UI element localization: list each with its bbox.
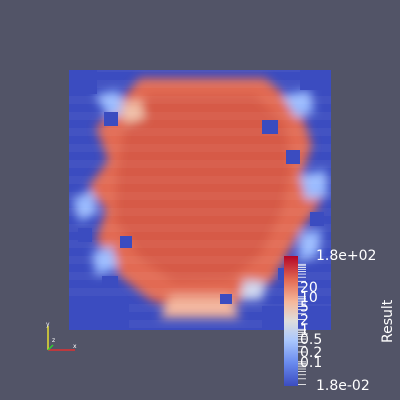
colorbar-tick-label: 10	[300, 290, 318, 306]
colorbar-max-label: 1.8e+02	[316, 248, 376, 264]
colorbar-title: Result	[380, 299, 396, 343]
colorbar-tick-label: 0.5	[300, 332, 322, 348]
colorbar-tick-label: 0.1	[300, 355, 322, 371]
x-axis-label: x	[73, 343, 77, 350]
orientation-axes: x y z	[46, 321, 77, 351]
solution-field	[69, 70, 331, 330]
colorbar-tick-label: 5	[300, 300, 309, 316]
colorbar-tick-label: 2	[300, 313, 309, 329]
y-axis-label: y	[46, 321, 50, 328]
colorbar-min-label: 1.8e-02	[316, 378, 370, 394]
colorbar-tick-label: 1	[300, 322, 309, 338]
colorbar[interactable]	[284, 256, 298, 386]
colorbar-ticks	[298, 263, 306, 385]
z-axis-label: z	[52, 337, 55, 344]
colorbar-tick-label: 20	[300, 280, 318, 296]
colorbar-tick-label: 0.2	[300, 345, 322, 361]
z-axis-line	[47, 344, 54, 351]
